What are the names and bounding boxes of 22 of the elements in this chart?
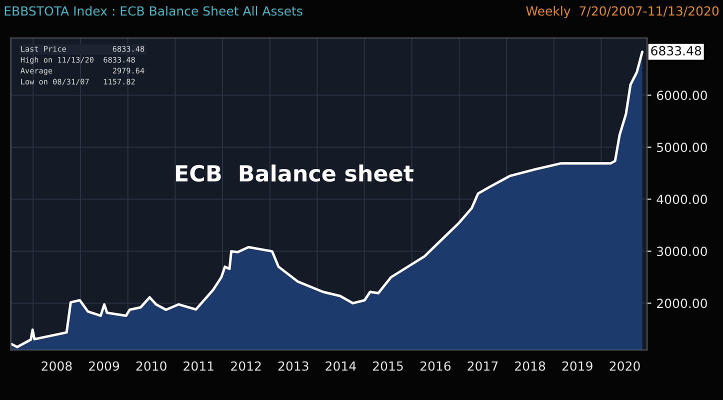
x-tick-label: 2009 <box>89 361 120 371</box>
x-tick-label: 2010 <box>136 361 166 371</box>
y-tick-label: 6000.00 <box>656 90 707 100</box>
x-tick-label: 2013 <box>278 361 308 371</box>
annotation: ECB Balance sheet <box>176 164 414 182</box>
chart-title: EBBSTOTA Index : ECB Balance Sheet All Assets <box>4 6 302 16</box>
x-tick-label: 2008 <box>42 361 72 371</box>
x-tick-label: 2019 <box>562 361 592 371</box>
annotation: 6833.48 <box>651 46 702 56</box>
chart-subtitle: Weekly 7/20/2007-11/13/2020 <box>526 6 719 18</box>
y-tick-label: 3000.00 <box>657 246 707 256</box>
x-tick-label: 2020 <box>610 361 640 371</box>
x-tick-label: 2018 <box>515 361 546 371</box>
x-tick-label: 2017 <box>468 361 498 371</box>
y-tick-label: 5000.00 <box>657 142 707 152</box>
x-tick-label: 2014 <box>326 361 356 371</box>
x-tick-label: 2011 <box>184 361 214 371</box>
x-tick-label: 2016 <box>420 361 451 371</box>
x-tick-label: 2015 <box>373 361 403 371</box>
x-tick-label: 2012 <box>231 361 261 371</box>
y-tick-label: 4000.00 <box>656 194 707 204</box>
y-tick-label: 2000.00 <box>657 298 707 308</box>
